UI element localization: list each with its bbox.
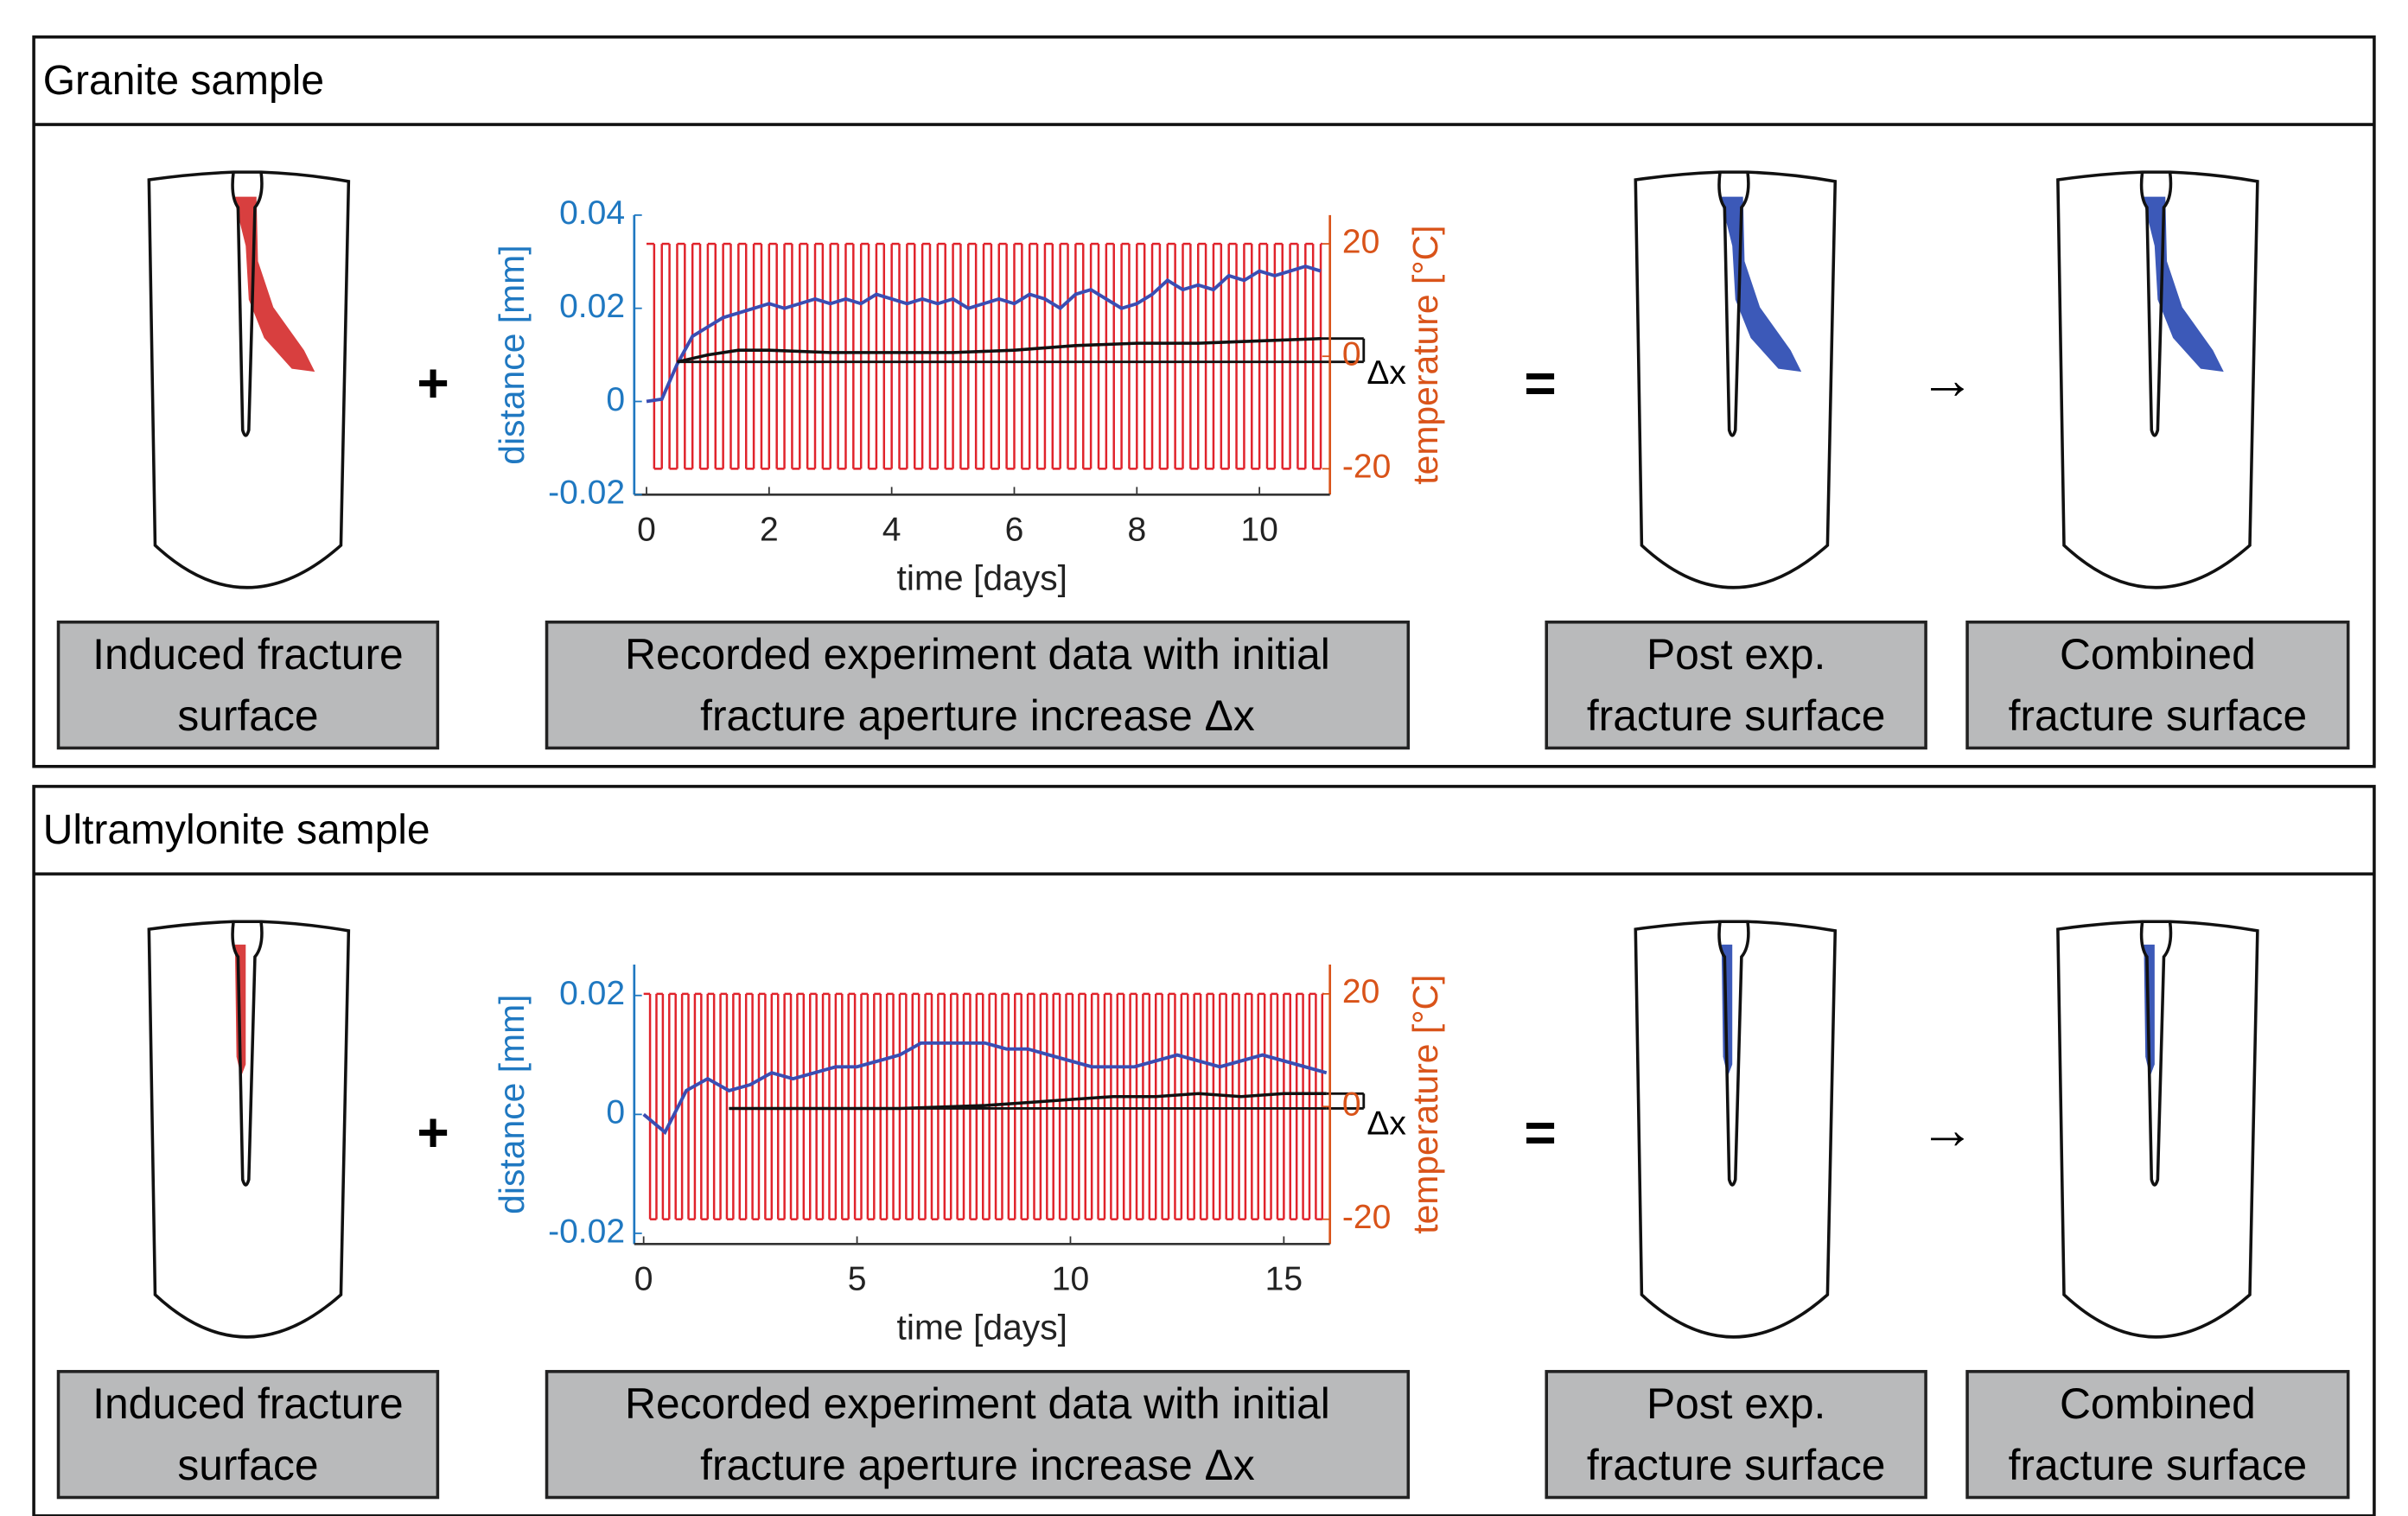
x-tick-label: 2 [760,511,779,548]
label-box [1965,1370,2350,1500]
notch [231,171,264,437]
box-label: surface [177,1441,318,1489]
box-label: Combined [2060,630,2256,678]
operator: = [1524,352,1556,414]
x-axis-label: time [days] [896,1308,1067,1347]
operator: → [1920,348,1975,411]
label-box [56,1370,440,1500]
x-tick-label: 15 [1265,1260,1303,1297]
y-tick-label: 0.02 [559,288,625,325]
y2-axis-label: temperature [°C] [1405,975,1445,1234]
sample-cylinder [1634,170,1838,589]
y2-tick-label: -20 [1342,449,1391,486]
x-tick-label: 0 [634,1260,653,1297]
notch [231,921,264,1187]
label-box [1545,620,1927,750]
label-box [1545,1370,1927,1500]
distance-line [646,264,1322,404]
operator: + [417,1101,449,1163]
x-tick-label: 10 [1052,1260,1089,1297]
y-tick-label: 0 [606,1094,625,1131]
delta-label: Δx [1366,354,1406,392]
x-axis-label: time [days] [896,558,1067,598]
y2-axis-label: temperature [°C] [1405,225,1445,484]
panel-frame [32,35,2376,768]
delta-label: Δx [1366,1105,1406,1143]
y-tick-label: 0.02 [559,975,625,1012]
panel: Granite sample Induced fracture surface Rec… [32,35,2376,768]
box-label: Combined [2060,1379,2256,1428]
box-label: Recorded experiment data with initial [625,630,1330,678]
y-tick-label: 0 [606,381,625,418]
label-box [1965,620,2350,750]
x-tick-label: 4 [882,511,901,548]
x-tick-label: 8 [1127,511,1146,548]
box-label: fracture surface [1587,691,1886,740]
sample-cylinder [147,920,351,1339]
box-label: fracture surface [1587,1441,1886,1489]
y2-tick-label: 0 [1342,336,1361,373]
x-tick-label: 0 [637,511,656,548]
notch [2139,171,2173,437]
y2-tick-label: 0 [1342,1086,1361,1124]
operator: → [1920,1098,1975,1160]
box-label: fracture surface [2009,691,2308,740]
sample-cylinder [2056,170,2259,589]
box-label: Post exp. [1647,630,1825,678]
label-box [545,620,1411,750]
notch [1717,921,1750,1187]
x-tick-label: 5 [848,1260,867,1297]
y-tick-label: 0.04 [559,194,625,232]
box-label: surface [177,691,318,740]
box-label: Induced fracture [92,1379,404,1428]
panel-title: Ultramylonite sample [43,807,430,853]
box-label: fracture surface [2009,1441,2308,1489]
x-tick-label: 6 [1005,511,1024,548]
y-axis-label: distance [mm] [492,245,532,464]
y2-tick-label: 20 [1342,223,1379,260]
operator: = [1524,1101,1556,1163]
box-label: fracture aperture increase Δx [700,691,1255,740]
panel: Ultramylonite sample Induced fracture surf… [32,785,2376,1516]
sample-cylinder [2056,920,2259,1339]
y2-tick-label: 20 [1342,973,1379,1010]
label-box [56,620,440,750]
box-label: fracture aperture increase Δx [700,1441,1255,1489]
x-tick-label: 10 [1240,511,1277,548]
trend-line [677,336,1322,364]
sample-cylinder [147,170,351,589]
panel-title: Granite sample [43,58,324,104]
label-box [545,1370,1411,1500]
y-axis-label: distance [mm] [492,995,532,1214]
box-label: Post exp. [1647,1379,1825,1428]
notch [1717,171,1750,437]
operator: + [417,352,449,414]
box-label: Recorded experiment data with initial [625,1379,1330,1428]
box-label: Induced fracture [92,630,404,678]
distance-line [642,1041,1328,1136]
y2-tick-label: -20 [1342,1199,1391,1236]
notch [2139,921,2173,1187]
y-tick-label: -0.02 [548,475,625,512]
sample-cylinder [1634,920,1838,1339]
y-tick-label: -0.02 [548,1213,625,1250]
